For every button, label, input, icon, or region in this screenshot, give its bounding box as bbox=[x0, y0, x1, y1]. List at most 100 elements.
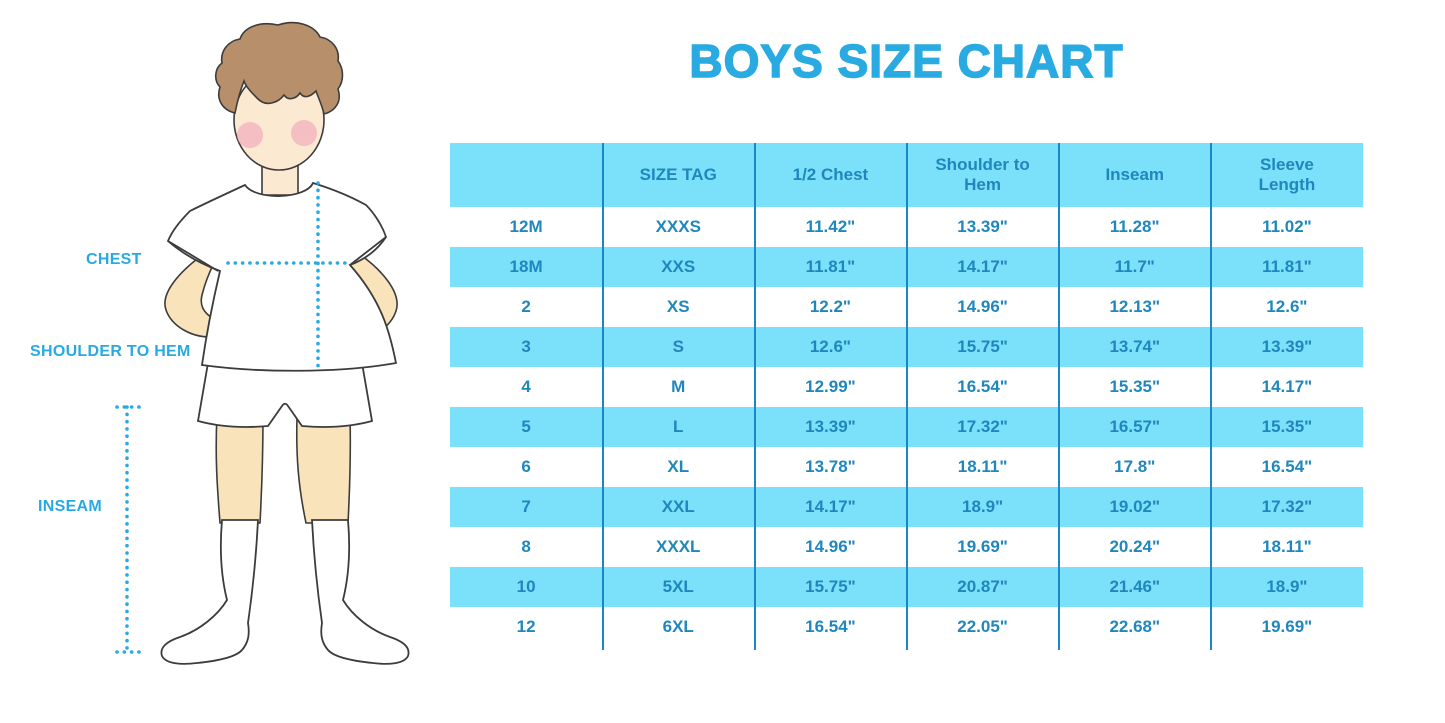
table-cell: 22.05" bbox=[957, 617, 1008, 637]
boy-right-leg bbox=[295, 414, 352, 524]
table-cell: 22.68" bbox=[1109, 617, 1161, 637]
boy-hair bbox=[214, 21, 344, 115]
measurement-dotted-lines bbox=[115, 181, 347, 654]
table-cell: 13.39" bbox=[805, 417, 856, 437]
table-cell: 16.57" bbox=[1109, 417, 1161, 437]
table-row: 8 XXXL 14.96" 19.69" 20.24" 18.11" bbox=[450, 527, 1363, 567]
boy-left-sock bbox=[160, 519, 259, 665]
table-cell: 17.8" bbox=[1114, 457, 1156, 477]
table-cell: 14.96" bbox=[805, 537, 856, 557]
page-title: BOYS SIZE CHART bbox=[689, 34, 1124, 88]
table-cell: 4 bbox=[521, 377, 531, 397]
table-cell: 18.11" bbox=[957, 457, 1008, 477]
table-cell: 12M bbox=[509, 217, 543, 237]
table-cell: 12.13" bbox=[1109, 297, 1161, 317]
boy-right-cheek bbox=[291, 120, 317, 146]
table-cell: 12.2" bbox=[809, 297, 851, 317]
table-cell: 19.69" bbox=[957, 537, 1008, 557]
boys-size-table: SIZE TAG 1/2 Chest Shoulder to Hem Inseam Sl… bbox=[450, 143, 1363, 650]
table-row: 4 M 12.99" 16.54" 15.35" 14.17" bbox=[450, 367, 1363, 407]
table-cell: 16.54" bbox=[957, 377, 1008, 397]
inseam-label: INSEAM bbox=[38, 498, 103, 515]
table-cell: 12.99" bbox=[805, 377, 856, 397]
table-cell: 5 bbox=[521, 417, 531, 437]
chest-label: CHEST bbox=[86, 251, 142, 268]
table-cell: XXS bbox=[661, 257, 696, 277]
table-cell: 16.54" bbox=[805, 617, 856, 637]
table-cell: XS bbox=[666, 297, 690, 317]
table-cell: XXXL bbox=[656, 537, 701, 557]
column-divider bbox=[1058, 143, 1061, 650]
boy-shorts bbox=[196, 362, 374, 428]
boy-left-cheek bbox=[237, 122, 263, 148]
column-header: Shoulder to Hem bbox=[935, 155, 1030, 194]
table-cell: 13.39" bbox=[957, 217, 1008, 237]
table-cell: 17.32" bbox=[957, 417, 1008, 437]
table-cell: 6XL bbox=[662, 617, 694, 637]
boy-right-sleeve-hem bbox=[349, 236, 387, 266]
table-cell: 18.9" bbox=[962, 497, 1004, 517]
table-row: 12M XXXS 11.42" 13.39" 11.28" 11.02" bbox=[450, 207, 1363, 247]
column-header: Sleeve Length bbox=[1258, 155, 1316, 194]
column-divider bbox=[1210, 143, 1213, 650]
table-cell: 12.6" bbox=[1266, 297, 1308, 317]
table-cell: 16.54" bbox=[1261, 457, 1313, 477]
table-cell: 15.35" bbox=[1261, 417, 1313, 437]
column-divider bbox=[753, 143, 756, 650]
table-cell: L bbox=[673, 417, 684, 437]
table-cell: 21.46" bbox=[1109, 577, 1161, 597]
table-cell: 13.39" bbox=[1261, 337, 1313, 357]
table-cell: 5XL bbox=[662, 577, 694, 597]
column-divider bbox=[905, 143, 908, 650]
table-cell: 11.81" bbox=[805, 257, 856, 277]
table-cell: 6 bbox=[521, 457, 531, 477]
column-header: SIZE TAG bbox=[639, 165, 717, 185]
table-cell: 3 bbox=[521, 337, 531, 357]
table-cell: 14.17" bbox=[1261, 377, 1313, 397]
table-cell: 19.02" bbox=[1109, 497, 1161, 517]
table-cell: 15.75" bbox=[957, 337, 1008, 357]
table-cell: 12 bbox=[516, 617, 536, 637]
column-header: Inseam bbox=[1105, 165, 1165, 185]
table-cell: 11.28" bbox=[1109, 217, 1160, 237]
table-cell: 11.7" bbox=[1114, 257, 1155, 277]
table-cell: 18M bbox=[509, 257, 543, 277]
table-cell: 2 bbox=[521, 297, 531, 317]
table-cell: 15.75" bbox=[805, 577, 856, 597]
table-cell: XXL bbox=[661, 497, 695, 517]
table-row: 6 XL 13.78" 18.11" 17.8" 16.54" bbox=[450, 447, 1363, 487]
table-cell: 17.32" bbox=[1261, 497, 1313, 517]
table-cell: 11.02" bbox=[1262, 217, 1312, 237]
table-cell: 11.42" bbox=[805, 217, 856, 237]
table-row: 12 6XL 16.54" 22.05" 22.68" 19.69" bbox=[450, 607, 1363, 647]
table-cell: 14.17" bbox=[805, 497, 856, 517]
column-divider bbox=[601, 143, 604, 650]
table-cell: 14.96" bbox=[957, 297, 1008, 317]
table-cell: 8 bbox=[521, 537, 531, 557]
table-cell: 20.87" bbox=[957, 577, 1008, 597]
table-cell: 13.78" bbox=[805, 457, 856, 477]
table-cell: 18.11" bbox=[1262, 537, 1312, 557]
table-cell: 7 bbox=[521, 497, 531, 517]
table-cell: 19.69" bbox=[1261, 617, 1313, 637]
table-row: 2 XS 12.2" 14.96" 12.13" 12.6" bbox=[450, 287, 1363, 327]
table-cell: M bbox=[671, 377, 686, 397]
shoulder-to-hem-label: SHOULDER TO HEM bbox=[30, 343, 191, 360]
boy-measurement-figure: CHEST SHOULDER TO HEM INSEAM bbox=[0, 0, 450, 723]
table-cell: 18.9" bbox=[1266, 577, 1308, 597]
table-cell: 20.24" bbox=[1109, 537, 1161, 557]
boy-tshirt bbox=[166, 181, 398, 372]
boy-left-leg bbox=[215, 414, 264, 524]
table-cell: 14.17" bbox=[957, 257, 1008, 277]
table-cell: 15.35" bbox=[1109, 377, 1161, 397]
table-cell: 10 bbox=[516, 577, 536, 597]
boy-right-sock bbox=[311, 519, 410, 665]
table-cell: XXXS bbox=[655, 217, 701, 237]
table-cell: 13.74" bbox=[1109, 337, 1161, 357]
column-header: 1/2 Chest bbox=[792, 165, 869, 185]
boy-left-sleeve-hem bbox=[167, 240, 219, 272]
table-cell: S bbox=[672, 337, 684, 357]
table-cell: 11.81" bbox=[1262, 257, 1312, 277]
boy-illustration bbox=[115, 21, 410, 665]
table-cell: XL bbox=[667, 457, 690, 477]
